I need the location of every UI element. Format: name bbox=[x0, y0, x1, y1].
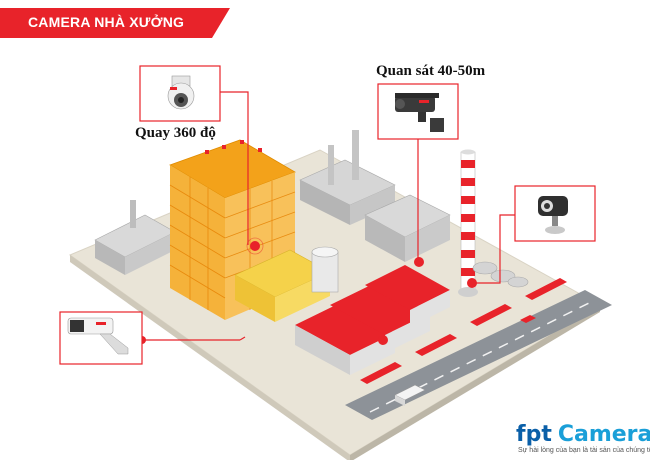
back-factory bbox=[299, 130, 396, 225]
factory-right bbox=[364, 194, 451, 262]
box-camera-icon bbox=[514, 185, 596, 242]
truck-icon bbox=[394, 384, 426, 406]
ptz-dome-camera-icon bbox=[139, 65, 221, 122]
tanks bbox=[472, 261, 529, 288]
small-bullet-camera-icon bbox=[59, 311, 143, 365]
main-building bbox=[169, 139, 331, 322]
brand-slogan: Sự hài lòng của bạn là tài sản của chúng… bbox=[518, 447, 650, 454]
longrange-label: Quan sát 40-50m bbox=[376, 63, 486, 79]
warehouses bbox=[295, 265, 450, 375]
silo bbox=[311, 246, 339, 293]
ptz-label: Quay 360 độ bbox=[135, 125, 216, 141]
brand-fpt: fpt bbox=[516, 422, 552, 447]
brand-camera: Camera bbox=[557, 422, 650, 447]
header-banner bbox=[0, 8, 230, 38]
brand-logo: fpt Camera bbox=[516, 422, 650, 447]
warehouse-left bbox=[94, 200, 176, 275]
page-title: CAMERA NHÀ XƯỞNG bbox=[28, 14, 185, 30]
chimney bbox=[458, 149, 478, 297]
bullet-camera-icon bbox=[377, 83, 459, 140]
